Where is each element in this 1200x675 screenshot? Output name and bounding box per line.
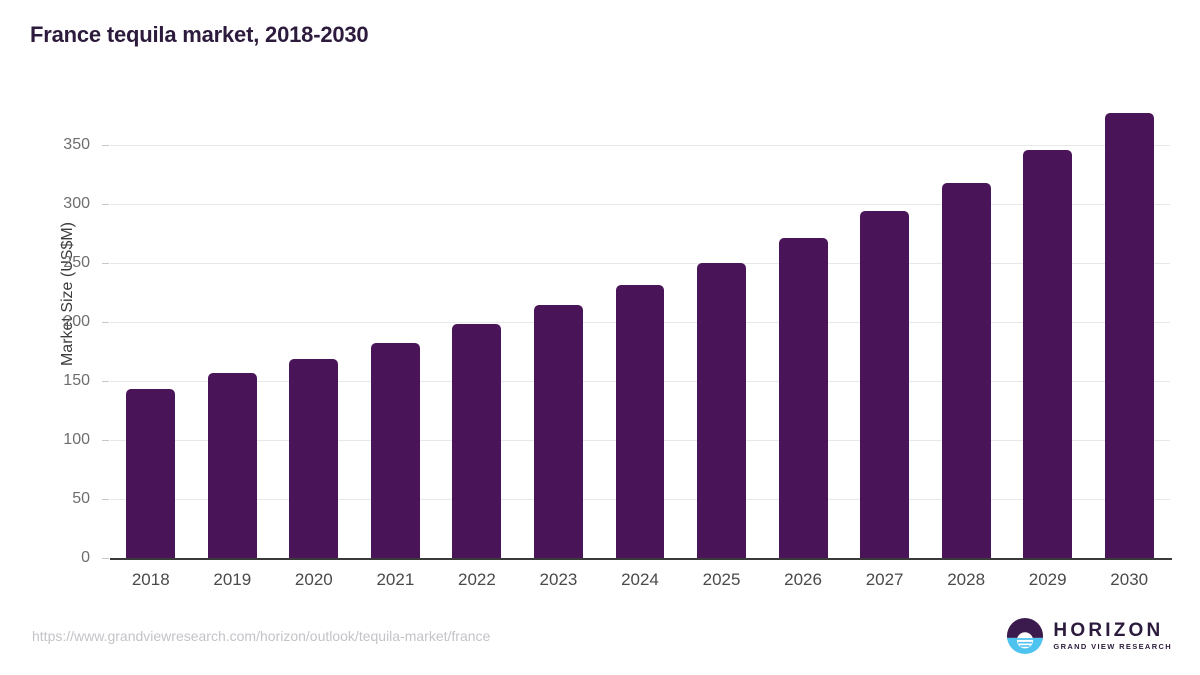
bar-slot (778, 0, 828, 558)
bar[interactable] (1104, 113, 1154, 558)
bar-slot (126, 0, 176, 558)
bar[interactable] (778, 238, 828, 558)
bar-slot (1023, 0, 1073, 558)
y-tick-mark (102, 322, 109, 323)
x-tick-label: 2021 (376, 570, 415, 589)
bar[interactable] (289, 358, 339, 558)
page-title: France tequila market, 2018-2030 (30, 22, 369, 47)
x-tick-label: 2024 (621, 570, 659, 589)
bar-slot (534, 0, 583, 558)
chart-plot: Market Size (US$M) 0 50 100 150 200 250 300 350… (59, 0, 1172, 589)
y-tick-label: 200 (63, 313, 90, 330)
x-tick-label: 2029 (1028, 570, 1067, 589)
gridline (110, 145, 1170, 146)
gridline (110, 263, 1170, 264)
bar[interactable] (370, 343, 420, 558)
bar-slot (860, 0, 910, 558)
bar[interactable] (615, 285, 665, 558)
y-tick-mark (102, 145, 109, 146)
bar[interactable] (207, 372, 257, 558)
y-tick-mark (102, 440, 109, 441)
x-tick-label: 2018 (131, 570, 170, 589)
logo-tagline: GRAND VIEW RESEARCH (1053, 642, 1172, 652)
bar[interactable] (697, 263, 746, 558)
y-tick-label: 50 (72, 490, 90, 507)
y-tick-label: 300 (63, 195, 90, 212)
horizon-logo-icon (1007, 617, 1044, 655)
x-tick-label: 2019 (213, 570, 252, 589)
bar[interactable] (126, 389, 176, 558)
bar[interactable] (534, 305, 583, 558)
bar-series (110, 0, 1170, 558)
y-tick-label: 100 (63, 431, 90, 448)
y-tick-label: 0 (81, 549, 90, 566)
bar-slot (452, 0, 502, 558)
bar-slot (615, 0, 665, 558)
source-url[interactable]: https://www.grandviewresearch.com/horizo… (32, 628, 491, 644)
bar-slot (697, 0, 746, 558)
y-tick-mark (102, 204, 109, 205)
y-tick-label: 150 (63, 372, 90, 389)
x-tick-label: 2022 (457, 570, 496, 589)
bar-slot (1104, 0, 1154, 558)
x-tick-label: 2028 (947, 570, 986, 589)
y-tick-label: 350 (63, 136, 90, 153)
x-tick-label: 2025 (702, 570, 741, 589)
bar-slot (370, 0, 420, 558)
bar-slot (941, 0, 991, 558)
bar-slot (207, 0, 257, 558)
logo-brand-name: HORIZON (1053, 619, 1164, 641)
bar[interactable] (941, 182, 991, 558)
x-axis-line (110, 558, 1172, 560)
x-tick-label: 2030 (1110, 570, 1149, 589)
y-tick-mark (102, 263, 109, 264)
y-tick-mark (102, 499, 109, 500)
bar[interactable] (452, 324, 502, 558)
y-tick-label: 250 (63, 254, 90, 271)
bar-slot (289, 0, 339, 558)
gridline (110, 204, 1170, 205)
y-tick-mark (102, 381, 109, 382)
x-tick-label: 2027 (865, 570, 904, 589)
horizon-logo-text: HORIZON GRAND VIEW RESEARCH (1053, 619, 1172, 652)
x-tick-label: 2023 (539, 570, 578, 589)
y-tick-mark (102, 558, 109, 559)
x-tick-label: 2026 (784, 570, 822, 589)
horizon-logo: HORIZON GRAND VIEW RESEARCH (1006, 617, 1172, 655)
bar[interactable] (1023, 149, 1073, 558)
bar[interactable] (860, 211, 910, 558)
x-tick-label: 2020 (294, 570, 333, 589)
